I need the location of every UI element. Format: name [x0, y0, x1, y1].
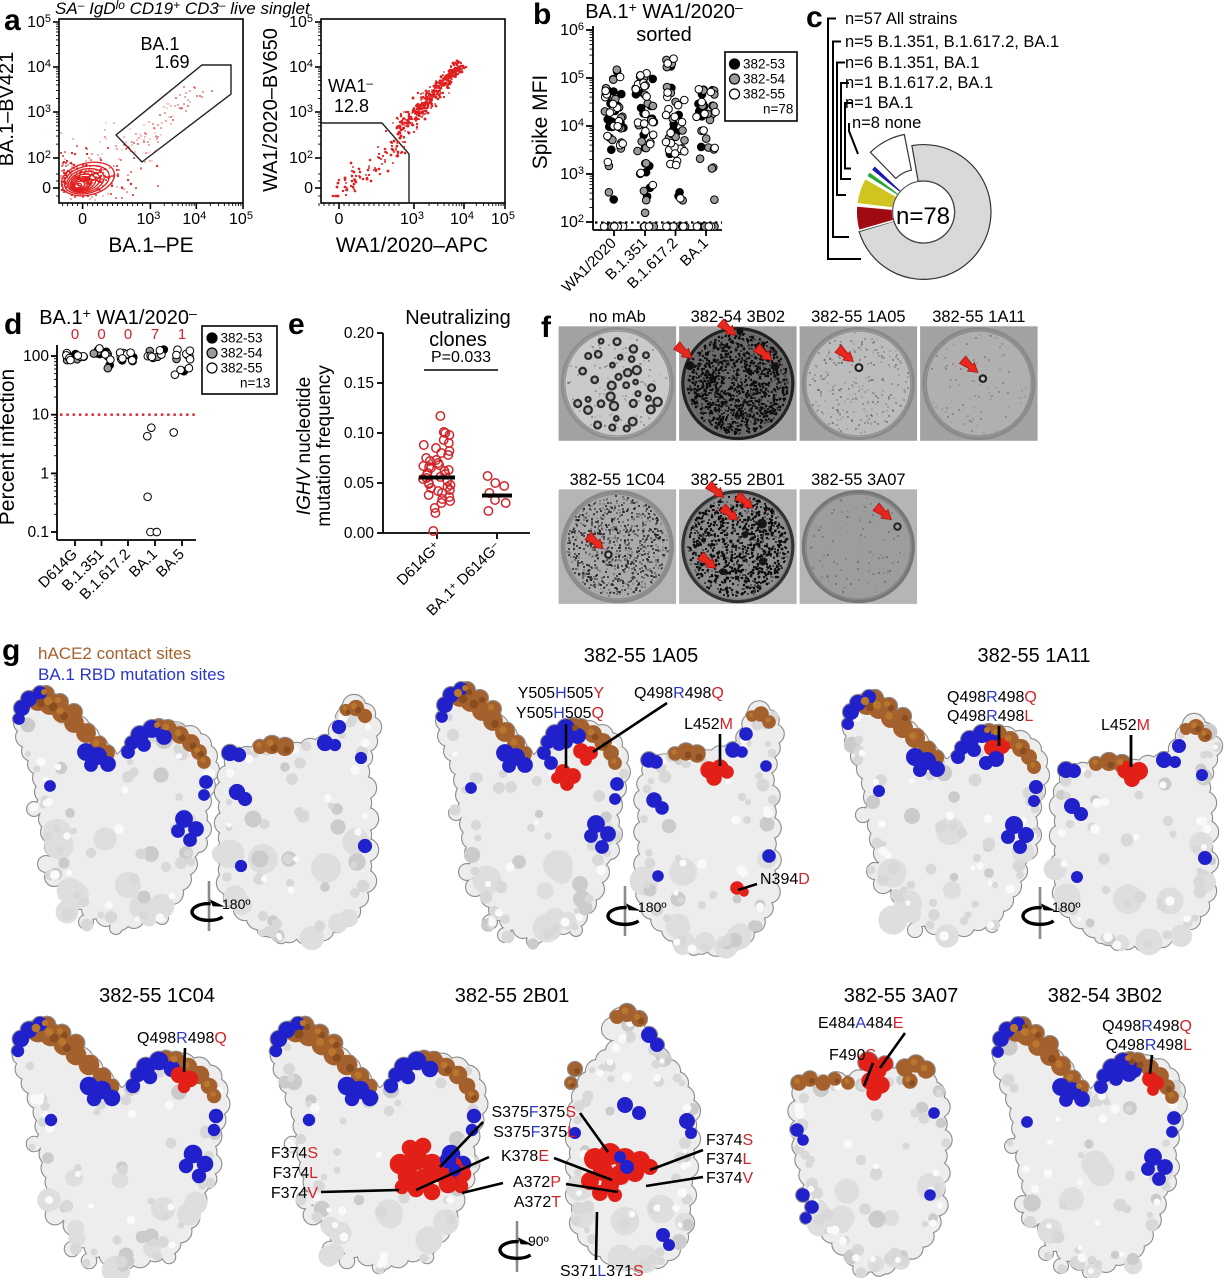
svg-text:105: 105 [491, 210, 515, 228]
svg-text:f: f [541, 311, 552, 344]
svg-text:0.10: 0.10 [344, 425, 375, 442]
svg-text:WA1/2020–BV650: WA1/2020–BV650 [260, 28, 282, 192]
svg-text:102: 102 [27, 149, 51, 167]
svg-text:105: 105 [560, 69, 584, 87]
svg-text:1.69: 1.69 [154, 52, 189, 72]
svg-text:12.8: 12.8 [334, 96, 369, 116]
svg-text:n=8 none: n=8 none [852, 114, 921, 132]
svg-text:0.1: 0.1 [27, 524, 49, 541]
svg-text:n=78: n=78 [896, 203, 950, 230]
svg-text:n=57 All strains: n=57 All strains [845, 10, 957, 28]
svg-text:105: 105 [229, 210, 253, 228]
svg-text:104: 104 [182, 210, 206, 228]
svg-text:105: 105 [289, 13, 313, 31]
svg-text:0.05: 0.05 [344, 475, 374, 492]
svg-text:104: 104 [450, 210, 474, 228]
svg-text:n=1 BA.1: n=1 BA.1 [845, 94, 913, 112]
svg-text:n=5 B.1.351, B.1.617.2, BA.1: n=5 B.1.351, B.1.617.2, BA.1 [845, 33, 1059, 51]
svg-text:0.15: 0.15 [344, 375, 374, 392]
svg-text:103: 103 [289, 103, 313, 121]
svg-text:106: 106 [560, 21, 584, 39]
svg-text:BA.1+ WA1/2020–: BA.1+ WA1/2020– [39, 305, 197, 329]
svg-text:100: 100 [23, 348, 49, 365]
svg-text:mutation frequency: mutation frequency [314, 365, 335, 527]
svg-text:SA– IgDlo CD19+ CD3– live sing: SA– IgDlo CD19+ CD3– live singlet [55, 0, 311, 18]
svg-text:IGHV nucleotide: IGHV nucleotide [294, 377, 315, 515]
svg-text:n=13: n=13 [240, 376, 270, 391]
svg-text:0.00: 0.00 [344, 525, 375, 542]
svg-text:c: c [806, 1, 823, 34]
svg-text:d: d [4, 308, 22, 341]
svg-text:1: 1 [178, 326, 186, 343]
svg-text:382-54 3B02: 382-54 3B02 [691, 308, 786, 326]
svg-text:103: 103 [400, 210, 424, 228]
svg-text:382-55: 382-55 [743, 87, 785, 102]
svg-text:382-55 1A11: 382-55 1A11 [932, 308, 1025, 326]
svg-text:103: 103 [136, 210, 160, 228]
svg-text:102: 102 [289, 149, 313, 167]
svg-text:102: 102 [560, 213, 584, 231]
svg-text:382-53: 382-53 [221, 331, 263, 346]
svg-text:103: 103 [27, 103, 51, 121]
svg-text:P=0.033: P=0.033 [431, 349, 491, 366]
svg-text:7: 7 [151, 326, 159, 343]
svg-text:Spike MFI: Spike MFI [529, 75, 552, 170]
svg-text:n=1 B.1.617.2, BA.1: n=1 B.1.617.2, BA.1 [845, 74, 993, 92]
svg-text:n=6 B.1.351, BA.1: n=6 B.1.351, BA.1 [845, 54, 979, 72]
svg-text:382-55 1A05: 382-55 1A05 [811, 308, 906, 326]
svg-text:0: 0 [71, 326, 79, 343]
svg-text:105: 105 [27, 13, 51, 31]
svg-text:BA.5: BA.5 [153, 546, 188, 581]
svg-text:382-53: 382-53 [743, 57, 785, 72]
svg-text:382-55 3A07: 382-55 3A07 [811, 471, 906, 489]
svg-text:382-55 2B01: 382-55 2B01 [691, 471, 786, 489]
svg-text:0.20: 0.20 [344, 325, 375, 342]
svg-text:WA1/2020–APC: WA1/2020–APC [336, 234, 488, 257]
svg-text:0: 0 [304, 180, 313, 197]
svg-text:104: 104 [289, 58, 313, 76]
svg-text:e: e [288, 308, 305, 341]
svg-text:WA1–: WA1– [328, 76, 373, 96]
svg-text:clones: clones [429, 329, 487, 351]
svg-text:382-55: 382-55 [221, 361, 263, 376]
svg-text:104: 104 [560, 117, 584, 135]
svg-text:a: a [4, 4, 21, 37]
svg-text:BA.1: BA.1 [140, 34, 179, 54]
svg-text:no mAb: no mAb [589, 308, 646, 326]
svg-text:382-54: 382-54 [221, 346, 264, 361]
svg-text:0: 0 [335, 211, 344, 228]
svg-text:b: b [533, 0, 551, 31]
svg-text:103: 103 [560, 165, 584, 183]
svg-text:Percent infection: Percent infection [0, 369, 19, 525]
svg-text:n=78: n=78 [763, 102, 793, 117]
svg-text:sorted: sorted [636, 24, 692, 46]
svg-text:0: 0 [42, 180, 51, 197]
svg-text:10: 10 [32, 407, 50, 424]
svg-text:0: 0 [124, 326, 132, 343]
svg-text:D614G+: D614G+ [394, 539, 444, 589]
svg-text:382-54: 382-54 [743, 72, 786, 87]
svg-text:104: 104 [27, 58, 51, 76]
svg-text:Neutralizing: Neutralizing [405, 307, 511, 329]
svg-text:0: 0 [78, 211, 87, 228]
svg-text:BA.1–PE: BA.1–PE [108, 234, 193, 257]
svg-text:382-55 1C04: 382-55 1C04 [570, 471, 665, 489]
svg-text:BA.1: BA.1 [677, 235, 712, 270]
svg-text:0: 0 [97, 326, 105, 343]
svg-text:BA.1: BA.1 [126, 546, 161, 581]
svg-text:BA.1–BV421: BA.1–BV421 [0, 52, 18, 167]
svg-text:1: 1 [40, 465, 49, 482]
svg-text:BA.1+ WA1/2020–: BA.1+ WA1/2020– [585, 0, 743, 23]
